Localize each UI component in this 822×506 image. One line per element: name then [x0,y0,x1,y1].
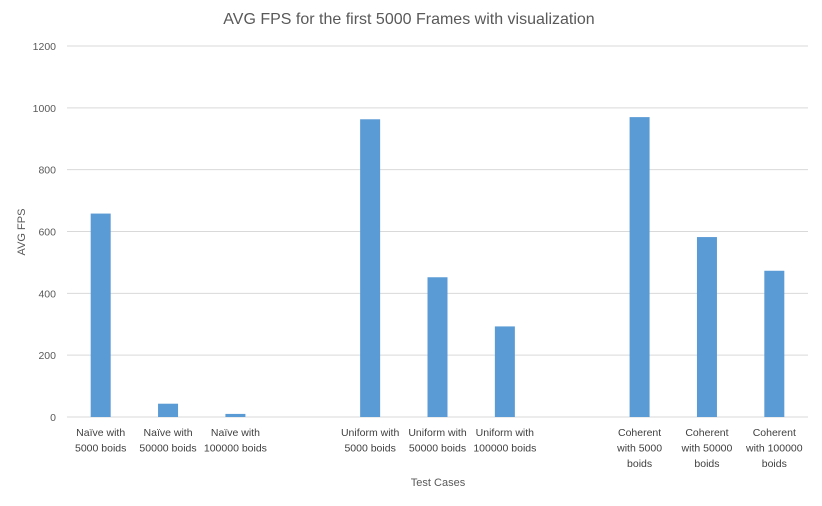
bar [360,119,381,418]
bar [629,117,650,417]
x-tick-label: Coherent with 50000 boids [681,427,733,470]
bar [158,403,179,417]
bar [764,270,785,417]
x-tick-label: Coherent with 5000 boids [616,427,662,470]
y-tick-label: 1000 [33,103,57,115]
y-tick-labels: 0 200 400 600 800 1000 1200 [33,41,57,424]
y-tick-label: 800 [38,165,56,177]
x-tick-labels: Naïve with 5000 boids Naïve with 50000 boid… [75,427,803,470]
bar [225,413,246,417]
y-tick-label: 600 [38,227,56,239]
x-tick-label: Naïve with 50000 boids [139,427,196,455]
chart-title: AVG FPS for the first 5000 Frames with v… [223,11,594,28]
y-tick-label: 0 [50,412,56,424]
y-tick-label: 400 [38,288,56,300]
bar [427,277,448,417]
y-tick-label: 1200 [33,41,57,53]
bar [696,237,717,417]
bar [90,213,111,417]
bar [494,326,515,417]
y-axis-label: AVG FPS [16,209,28,256]
bars [90,117,785,418]
y-tick-label: 200 [38,350,56,362]
x-tick-label: Uniform with 100000 boids [473,427,536,455]
x-tick-label: Uniform with 50000 boids [408,427,467,455]
x-tick-label: Naïve with 5000 boids [75,427,126,455]
x-tick-label: Uniform with 5000 boids [341,427,400,455]
x-tick-label: Naïve with 100000 boids [204,427,267,455]
x-tick-label: Coherent with 100000 boids [745,427,803,470]
x-axis-label: Test Cases [411,477,466,489]
